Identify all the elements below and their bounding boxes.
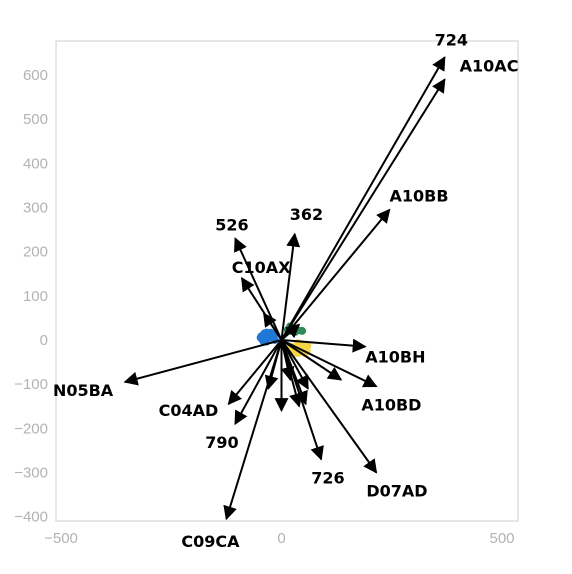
y-tick-label: 0 (40, 332, 48, 349)
unlabeled-vector-arrow (280, 339, 309, 390)
vector-label: A10AC (460, 56, 519, 75)
vector-label: A10BH (365, 348, 425, 367)
vector-label: C04AD (159, 401, 219, 420)
vector-arrow (280, 56, 446, 341)
y-tick-label: 100 (23, 288, 48, 305)
y-tick-label: 400 (23, 155, 48, 172)
data-point (298, 326, 307, 335)
tick-labels: −500 0 500 −400 −300 −200 −100 0 100 200 300 400 500… (14, 67, 514, 547)
vector-arrow (234, 339, 283, 426)
vector-label: C10AX (232, 258, 291, 277)
y-tick-label: 500 (23, 111, 48, 128)
vector-label: 526 (215, 215, 248, 234)
vector-label: D07AD (366, 482, 427, 501)
vector-arrow (280, 232, 301, 341)
x-tick-label: 0 (277, 530, 285, 547)
vector-arrow (280, 208, 391, 341)
y-tick-label: −100 (14, 376, 48, 393)
vector-arrow (281, 339, 378, 388)
vector-arrow (280, 339, 324, 461)
vector-label: 726 (311, 468, 344, 487)
vector-arrow (280, 339, 378, 474)
y-tick-label: −400 (14, 509, 48, 526)
vector-label: N05BA (53, 381, 114, 400)
vector-arrow (240, 276, 283, 341)
vector-label: 790 (205, 433, 238, 452)
vector-label: 362 (290, 205, 323, 224)
vector-label: C09CA (181, 532, 240, 551)
y-tick-label: −200 (14, 420, 48, 437)
x-tick-label: −500 (44, 530, 78, 547)
vector-arrow (227, 339, 283, 406)
y-tick-label: 600 (23, 67, 48, 84)
data-point (259, 337, 268, 346)
plot-area-frame (55, 40, 519, 522)
y-tick-label: −300 (14, 465, 48, 482)
loading-vectors (123, 56, 446, 521)
x-tick-label: 500 (489, 530, 514, 547)
data-point (265, 333, 274, 342)
vector-arrow (223, 339, 283, 521)
vector-arrow (281, 338, 367, 353)
vector-labels: 724 A10AC A10BB 362 526 C10AX A10BH N05BA C04AD A… (53, 30, 519, 551)
y-tick-label: 300 (23, 199, 48, 216)
vector-arrow (234, 237, 283, 341)
y-tick-label: 200 (23, 244, 48, 261)
vector-label: A10BD (361, 395, 421, 414)
vector-label: 724 (435, 30, 468, 49)
unlabeled-vector-arrow (280, 339, 343, 381)
vector-arrow (123, 339, 282, 386)
vector-arrow (280, 78, 446, 341)
vector-label: A10BB (390, 187, 449, 206)
